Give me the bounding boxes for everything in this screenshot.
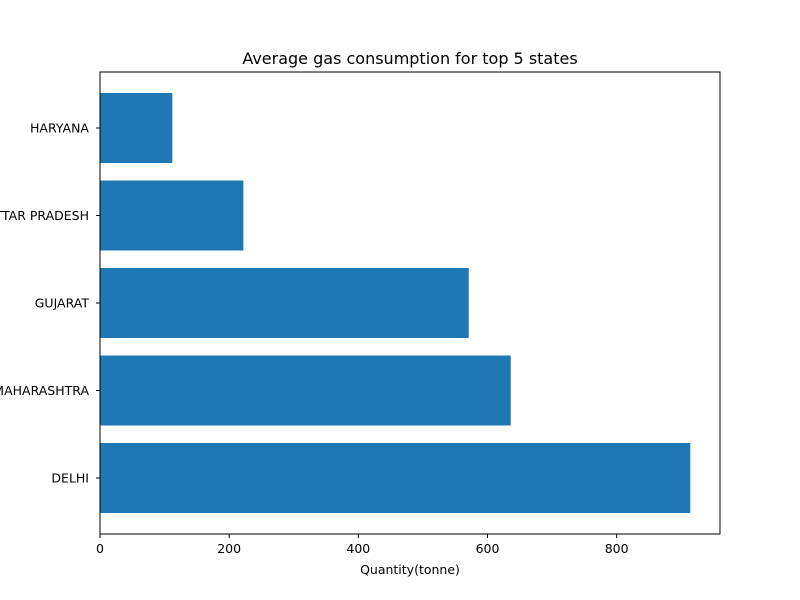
y-axis-ticks: DELHI MAHARASHTRA GUJARAT UTTAR PRADESH HARY…: [0, 121, 100, 486]
y-tick-label: GUJARAT: [35, 296, 90, 311]
x-tick-label: 200: [217, 541, 241, 556]
bar-uttar-pradesh: [100, 180, 244, 251]
y-tick-label: HARYANA: [30, 121, 89, 136]
x-axis-ticks: 0 200 400 600 800: [96, 534, 629, 556]
y-tick-label: DELHI: [51, 471, 89, 486]
x-tick-label: 800: [605, 541, 629, 556]
x-axis-label: Quantity(tonne): [360, 562, 460, 577]
x-tick-label: 600: [476, 541, 500, 556]
bar-haryana: [100, 93, 173, 163]
plot-frame: [99, 71, 721, 535]
x-tick-label: 0: [96, 541, 104, 556]
chart-title: Average gas consumption for top 5 states: [242, 49, 577, 68]
bar-maharashtra: [100, 355, 511, 426]
y-tick-label: MAHARASHTRA: [0, 383, 89, 398]
x-tick-label: 400: [346, 541, 370, 556]
bar-gujarat: [100, 268, 469, 338]
bar-delhi: [100, 443, 691, 513]
bars-group: [100, 93, 691, 513]
y-tick-label: UTTAR PRADESH: [0, 208, 89, 223]
